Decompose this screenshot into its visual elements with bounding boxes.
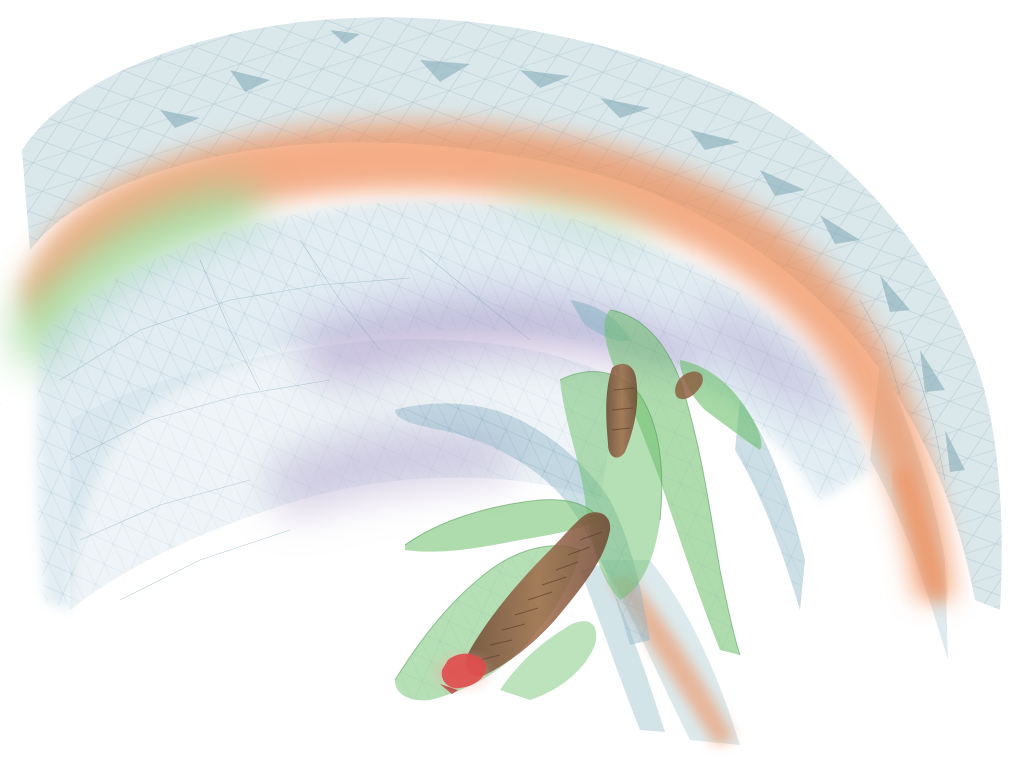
mesh-lines-layer [59, 239, 946, 601]
shell-facets [160, 30, 965, 472]
core-upper [606, 363, 638, 458]
core-branch [675, 371, 703, 400]
orange-band-layer [20, 121, 955, 601]
outer-shell-layer [22, 17, 1002, 611]
brown-core-layer [465, 363, 703, 677]
red-tip-layer [436, 653, 488, 694]
